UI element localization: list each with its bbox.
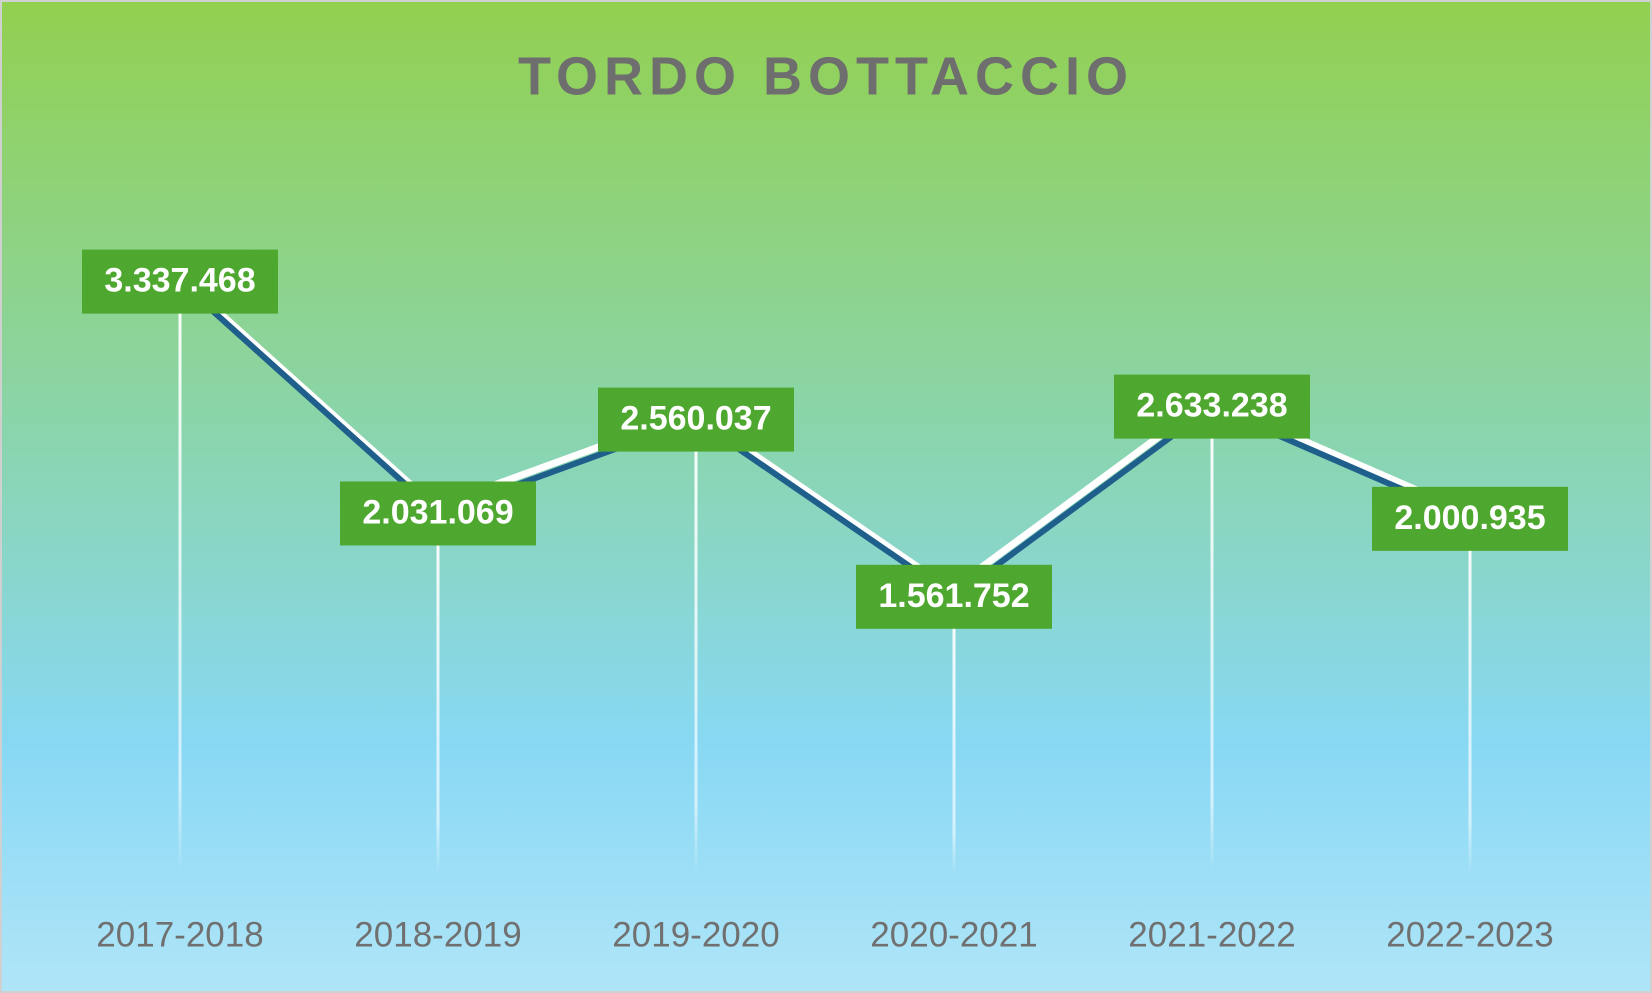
- x-tick-label: 2019-2020: [612, 915, 779, 954]
- data-label-box: [1114, 374, 1310, 439]
- data-label-box: [340, 481, 536, 546]
- drop-line: [1210, 406, 1214, 874]
- x-tick-label: 2018-2019: [354, 915, 521, 954]
- data-label-box: [82, 249, 278, 314]
- data-label: 2.000.935: [1394, 499, 1545, 537]
- data-label: 2.633.238: [1136, 387, 1287, 425]
- data-label: 2.031.069: [362, 493, 513, 531]
- x-tick-label: 2022-2023: [1386, 915, 1553, 954]
- data-label: 2.560.037: [620, 400, 771, 438]
- chart-title: TORDO BOTTACCIO: [518, 46, 1134, 106]
- data-label: 3.337.468: [104, 262, 255, 300]
- drop-line: [178, 281, 182, 874]
- drop-line: [694, 419, 698, 874]
- x-tick-label: 2017-2018: [96, 915, 263, 954]
- data-label-box: [856, 564, 1052, 629]
- data-label-box: [598, 387, 794, 452]
- x-tick-label: 2021-2022: [1128, 915, 1295, 954]
- data-label: 1.561.752: [878, 577, 1029, 615]
- drop-line: [436, 513, 440, 874]
- data-label-box: [1372, 486, 1568, 551]
- drop-line: [1468, 518, 1472, 874]
- x-tick-label: 2020-2021: [870, 915, 1037, 954]
- drop-line: [952, 596, 956, 874]
